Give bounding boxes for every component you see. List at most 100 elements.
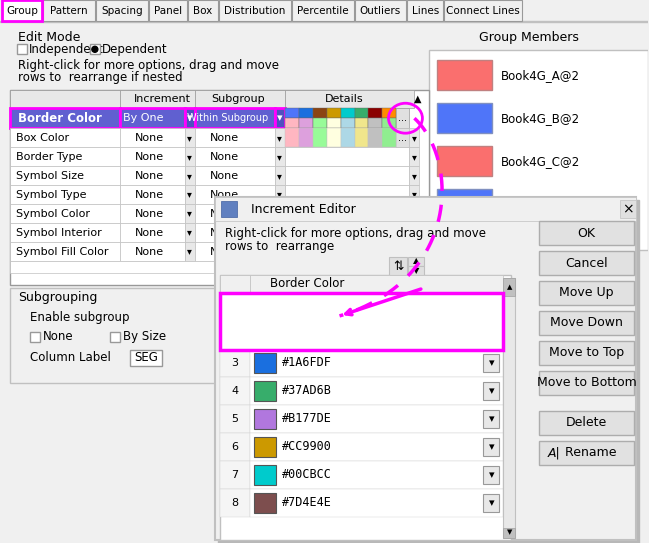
Text: Lines: Lines — [411, 7, 439, 16]
Bar — [250, 461, 504, 489]
Text: ▾: ▾ — [277, 209, 282, 219]
Bar — [285, 128, 410, 147]
Text: Box Color: Box Color — [16, 132, 69, 143]
Text: Book4G_A@2: Book4G_A@2 — [501, 69, 580, 82]
Bar — [285, 118, 299, 128]
Bar — [382, 108, 397, 118]
Text: ▾: ▾ — [489, 442, 494, 452]
Text: None: None — [135, 171, 164, 181]
Text: ⇅: ⇅ — [393, 260, 404, 273]
Bar — [195, 108, 275, 128]
Bar — [397, 128, 410, 147]
Bar — [539, 411, 634, 435]
Bar — [120, 108, 185, 128]
Bar — [120, 204, 185, 223]
Bar — [195, 147, 275, 166]
Bar — [484, 438, 499, 456]
Bar — [250, 293, 504, 321]
Bar — [408, 266, 424, 275]
Text: Pattern: Pattern — [50, 7, 88, 16]
Bar — [313, 108, 326, 118]
Bar — [410, 204, 419, 223]
Bar — [10, 223, 120, 242]
Text: None: None — [135, 190, 164, 200]
Text: None: None — [135, 247, 164, 256]
Bar — [221, 201, 237, 217]
Bar — [275, 147, 285, 166]
Bar — [437, 232, 493, 250]
Bar — [504, 528, 515, 538]
Bar — [313, 128, 326, 147]
Bar — [539, 371, 634, 395]
Text: None: None — [43, 330, 73, 343]
Bar — [539, 221, 634, 245]
Bar — [341, 128, 354, 147]
Text: None: None — [135, 132, 164, 143]
Text: ...: ... — [398, 113, 407, 123]
Text: ▾: ▾ — [277, 113, 282, 123]
Bar — [250, 433, 504, 461]
Text: ▾: ▾ — [188, 209, 192, 219]
Bar — [10, 288, 220, 383]
Text: Group: Group — [6, 7, 38, 16]
Text: By Size: By Size — [123, 330, 166, 343]
Text: ▾: ▾ — [489, 414, 494, 424]
Bar — [220, 275, 511, 540]
Bar — [215, 197, 636, 221]
Bar — [217, 200, 639, 542]
Text: Book4G_C@2: Book4G_C@2 — [501, 155, 581, 168]
Bar — [195, 204, 275, 223]
Text: ▾: ▾ — [489, 330, 494, 340]
Bar — [254, 297, 276, 317]
Bar — [437, 103, 493, 133]
Bar — [437, 189, 493, 219]
Bar — [120, 242, 185, 261]
Text: ▾: ▾ — [188, 228, 192, 237]
Bar — [369, 108, 382, 118]
Text: Border Type: Border Type — [16, 151, 82, 162]
Bar — [220, 405, 250, 433]
Text: Border Color: Border Color — [18, 112, 102, 125]
Bar — [410, 147, 419, 166]
Bar — [96, 1, 148, 21]
Bar — [254, 381, 276, 401]
Bar — [326, 118, 341, 128]
Text: Within Subgroup: Within Subgroup — [187, 113, 268, 123]
Bar — [250, 405, 504, 433]
Bar — [285, 90, 415, 108]
Text: Book4G_D@2: Book4G_D@2 — [501, 198, 582, 211]
Bar — [326, 108, 341, 118]
Bar — [10, 128, 120, 147]
Bar — [275, 128, 285, 147]
Text: 4: 4 — [231, 386, 238, 396]
Bar — [275, 242, 285, 261]
Bar — [195, 242, 275, 261]
Bar — [130, 350, 162, 366]
Text: ▾: ▾ — [412, 228, 417, 237]
Bar — [120, 128, 185, 147]
Text: Symbol Interior: Symbol Interior — [16, 228, 102, 237]
Text: ▾: ▾ — [412, 247, 417, 256]
Bar — [484, 494, 499, 512]
Bar — [149, 1, 187, 21]
Bar — [254, 493, 276, 513]
Text: Subgroup: Subgroup — [211, 94, 265, 104]
Bar — [484, 466, 499, 484]
Text: None: None — [210, 228, 239, 237]
Text: ▾: ▾ — [187, 113, 193, 123]
Bar — [250, 377, 504, 405]
Bar — [10, 261, 430, 273]
Bar — [220, 377, 250, 405]
Bar — [369, 118, 382, 128]
Text: ▾: ▾ — [188, 190, 192, 200]
Text: #CC9900: #CC9900 — [282, 440, 332, 453]
Bar — [185, 242, 195, 261]
Bar — [10, 204, 120, 223]
Bar — [354, 1, 406, 21]
Bar — [354, 128, 369, 147]
Bar — [539, 281, 634, 305]
Text: Delete: Delete — [566, 416, 607, 430]
Text: ▾: ▾ — [277, 151, 282, 162]
Text: Border Color: Border Color — [269, 277, 344, 291]
Text: ▾: ▾ — [489, 386, 494, 396]
